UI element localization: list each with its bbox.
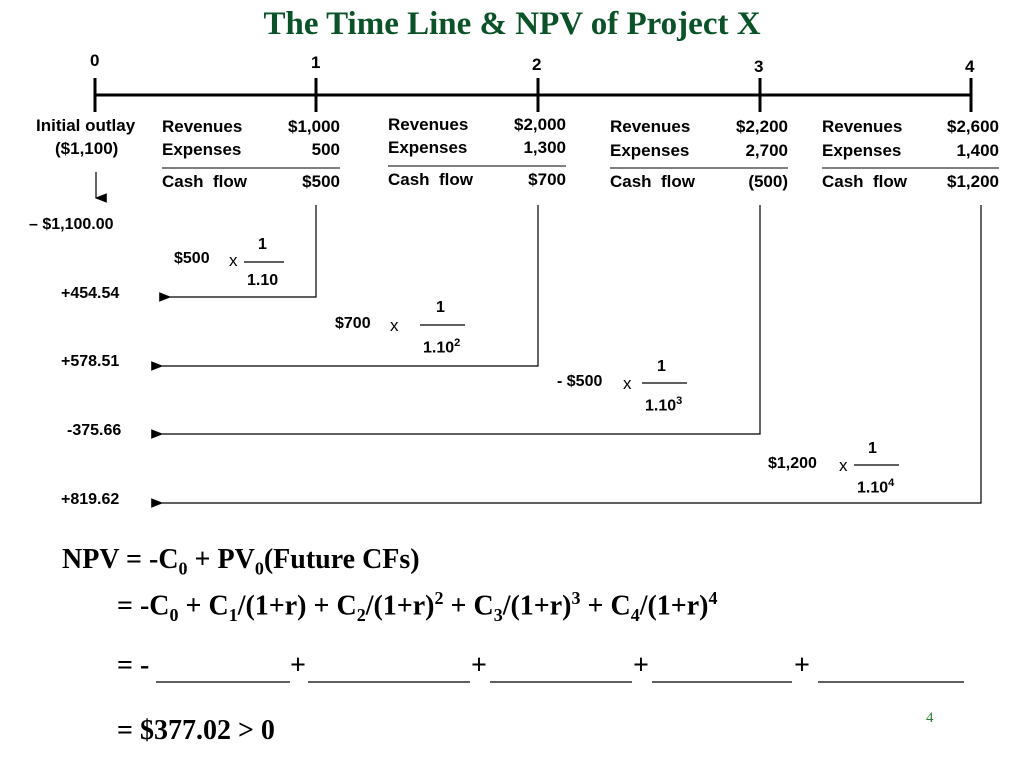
discount-denominator-4: 1.104 [857,477,895,497]
year1-cashflow-label: Cash flow [162,172,248,191]
year2-cashflow-label: Cash flow [388,170,474,189]
year3-expenses-value: 2,700 [745,141,788,160]
year4-cashflow-label: Cash flow [822,172,908,191]
year1-revenues-value: $1,000 [288,117,340,136]
discount-amount-4: $1,200 [768,455,817,472]
year3-cashflow-value: (500) [748,172,788,191]
discount-denominator-3: 1.103 [645,395,683,415]
discount-denominator-1: 1.10 [247,272,279,289]
connector-year-2 [151,205,539,371]
year3-expenses-label: Expenses [610,141,690,160]
multiply-sign-2: x [390,316,399,335]
year1-expenses-label: Expenses [162,140,242,159]
period-label-3: 3 [754,57,764,76]
multiply-sign-1: x [229,251,238,270]
npv-plus-2: + [471,650,487,681]
year1-cashflow-value: $500 [302,172,340,191]
npv-formula-line-3-prefix: = - [117,650,150,681]
pv-value-1: +454.54 [61,285,120,302]
year2-cashflow-value: $700 [528,170,566,189]
period-label-1: 1 [311,53,321,72]
connector-year-4 [151,205,982,508]
year3-cashflow-label: Cash flow [610,172,696,191]
npv-result: = $377.02 > 0 [117,715,275,746]
year2-expenses-label: Expenses [388,138,468,157]
pv-value-0: – $1,100.00 [29,216,114,233]
year1-revenues-label: Revenues [162,117,243,136]
year2-expenses-value: 1,300 [523,138,566,157]
discount-amount-1: $500 [174,250,210,267]
year2-revenues-label: Revenues [388,115,469,134]
period-label-4: 4 [965,57,975,76]
period-label-2: 2 [532,55,542,74]
discount-numerator-4: 1 [868,440,877,457]
discount-numerator-1: 1 [258,236,267,253]
year4-cashflow-value: $1,200 [947,172,999,191]
pv-value-3: -375.66 [67,422,122,439]
year4-revenues-label: Revenues [822,117,903,136]
year4-expenses-value: 1,400 [956,141,999,160]
year2-revenues-value: $2,000 [514,115,566,134]
discount-amount-2: $700 [335,315,371,332]
discount-numerator-3: 1 [657,358,666,375]
npv-formula-line-1: NPV = -C0 + PV0(Future CFs) [62,544,420,579]
discount-denominator-2: 1.102 [423,337,461,357]
initial-outlay-label: Initial outlay [36,116,136,135]
connector-year-3 [151,205,761,439]
npv-plus-1: + [290,650,306,681]
discount-numerator-2: 1 [436,299,445,316]
multiply-sign-4: x [839,456,848,475]
period-label-0: 0 [90,51,100,70]
year3-revenues-value: $2,200 [736,117,788,136]
year1-expenses-value: 500 [311,140,340,159]
page-number: 4 [926,710,934,726]
npv-plus-4: + [794,650,810,681]
pv-value-4: +819.62 [61,491,120,508]
page-title: The Time Line & NPV of Project X [263,6,761,42]
npv-plus-3: + [633,650,649,681]
multiply-sign-3: x [623,374,632,393]
initial-outlay-value: ($1,100) [55,139,119,158]
year4-expenses-label: Expenses [822,141,902,160]
pv-value-2: +578.51 [61,353,120,370]
discount-amount-3: - $500 [557,373,603,390]
connector-year-1 [159,205,317,302]
npv-formula-line-2: = -C0 + C1/(1+r) + C2/(1+r)2 + C3/(1+r)3… [117,588,718,625]
year3-revenues-label: Revenues [610,117,691,136]
year4-revenues-value: $2,600 [947,117,999,136]
